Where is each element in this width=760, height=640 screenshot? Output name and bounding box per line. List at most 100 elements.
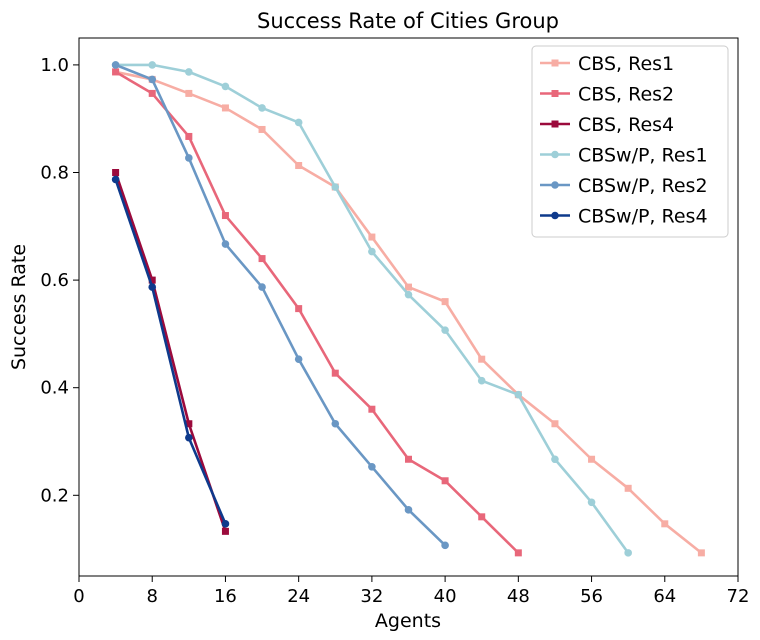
data-point [221,104,229,112]
data-point [221,527,229,535]
y-tick-label: 0.8 [40,163,69,184]
series-line [114,179,227,525]
data-point [368,462,376,471]
data-point [221,520,230,528]
y-tick-label: 0.2 [40,485,69,506]
series-line [115,63,447,547]
data-point [258,104,266,112]
series-5 [111,61,449,550]
data-point [185,154,193,162]
legend-item: CBS, Res1 [540,53,674,75]
data-point [258,125,266,133]
x-tick-label: 48 [507,586,530,607]
data-point [477,376,486,385]
data-point [148,283,157,291]
data-point [551,455,559,464]
y-axis-label: Success Rate [8,244,30,370]
data-point [368,405,376,413]
chart-title: Success Rate of Cities Group [257,9,559,33]
data-point [111,175,120,184]
data-point [258,283,266,291]
data-point [185,89,193,97]
data-point [294,355,303,363]
y-tick-label: 0.4 [40,378,69,399]
legend-swatch-marker [551,59,559,67]
legend-swatch-marker [551,90,559,97]
legend-item: CBSw/P, Res1 [540,145,708,167]
series-layer [111,61,705,557]
data-point [551,420,559,428]
x-tick-label: 40 [434,586,457,607]
data-point [441,477,449,485]
y-axis: 0.2 0.4 0.6 0.8 1.0 [40,55,79,506]
data-point [478,355,486,363]
data-point [294,118,303,127]
data-point [368,247,376,256]
data-point [148,61,157,69]
data-point [405,455,412,463]
legend-swatch-marker [551,181,559,189]
data-point [404,506,413,514]
x-tick-label: 0 [73,586,84,607]
data-point [405,283,412,291]
x-tick-label: 8 [146,586,157,607]
plot-frame [78,37,739,577]
data-point [588,455,596,463]
data-point [624,484,632,492]
data-point [258,255,266,263]
x-tick-label: 24 [287,586,310,607]
legend-swatch-marker [551,120,559,128]
axes-layer [78,37,739,577]
legend-label: CBS, Res2 [578,84,674,106]
data-point [111,61,120,69]
data-point [112,169,120,176]
data-point [331,183,340,191]
data-point [112,68,120,76]
data-point [185,433,193,442]
data-point [441,541,449,550]
data-point [221,240,230,248]
legend-label: CBSw/P, Res1 [578,145,708,167]
x-axis: 0 8 16 24 32 40 48 56 64 72 [73,576,749,607]
x-tick-label: 64 [653,586,676,607]
data-point [368,233,376,241]
data-point [331,419,340,428]
data-point [514,390,523,399]
data-point [185,68,193,76]
legend-swatch-marker [551,211,559,220]
data-point [661,520,669,528]
data-point [221,212,229,220]
data-point [478,513,486,521]
x-tick-label: 32 [360,586,383,607]
legend-item: CBS, Res4 [540,114,674,136]
data-point [185,132,193,140]
data-point [624,549,632,557]
legend-box [531,45,729,238]
series-6 [111,175,230,528]
data-point [185,420,193,428]
legend-item: CBSw/P, Res4 [540,206,708,228]
legend: CBS, Res1 CBS, Res2 CBS, Res4 CBSw/P, Res1 C… [531,45,729,238]
legend-swatch-marker [551,150,559,159]
x-axis-label: Agents [375,610,441,632]
data-point [331,369,339,377]
legend-item: CBS, Res2 [540,84,674,106]
legend-label: CBSw/P, Res2 [578,175,708,197]
x-tick-label: 56 [580,586,603,607]
x-tick-label: 72 [727,586,750,607]
series-2 [112,68,522,557]
data-point [148,75,157,84]
y-tick-label: 1.0 [40,55,69,76]
data-point [587,498,596,507]
legend-label: CBSw/P, Res4 [578,206,708,228]
data-point [697,549,705,557]
legend-item: CBSw/P, Res2 [540,175,708,197]
data-point [441,326,449,334]
data-point [148,276,156,284]
data-point [295,305,303,313]
data-point [404,290,413,299]
y-tick-label: 0.6 [40,270,69,291]
data-point [221,82,230,91]
data-point [441,298,449,306]
